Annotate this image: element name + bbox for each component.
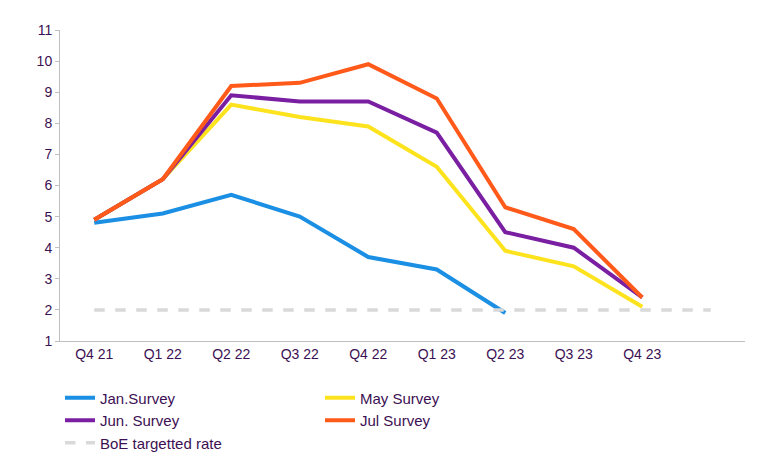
svg-text:Q4 23: Q4 23 [623,346,661,362]
svg-text:10: 10 [37,53,53,69]
svg-text:Q1 22: Q1 22 [144,346,182,362]
svg-text:4: 4 [44,240,52,256]
svg-text:Jun. Survey: Jun. Survey [100,412,180,429]
svg-text:Q3 23: Q3 23 [555,346,593,362]
svg-text:9: 9 [44,84,52,100]
svg-text:7: 7 [44,146,52,162]
svg-text:Q3 22: Q3 22 [281,346,319,362]
svg-text:11: 11 [38,22,53,38]
svg-text:Q1 23: Q1 23 [418,346,456,362]
svg-text:1: 1 [44,333,52,349]
svg-text:6: 6 [44,177,52,193]
svg-text:Q4 21: Q4 21 [75,346,113,362]
svg-text:Q2 22: Q2 22 [212,346,250,362]
svg-text:Q2 23: Q2 23 [486,346,524,362]
svg-text:2: 2 [44,302,52,318]
svg-text:Q4 22: Q4 22 [349,346,387,362]
svg-text:BoE targetted rate: BoE targetted rate [100,435,222,452]
svg-text:3: 3 [44,271,52,287]
svg-text:Jan.Survey: Jan.Survey [100,390,176,407]
svg-text:Jul Survey: Jul Survey [360,412,431,429]
svg-text:5: 5 [44,209,52,225]
svg-text:May Survey: May Survey [360,390,440,407]
svg-text:8: 8 [44,115,52,131]
